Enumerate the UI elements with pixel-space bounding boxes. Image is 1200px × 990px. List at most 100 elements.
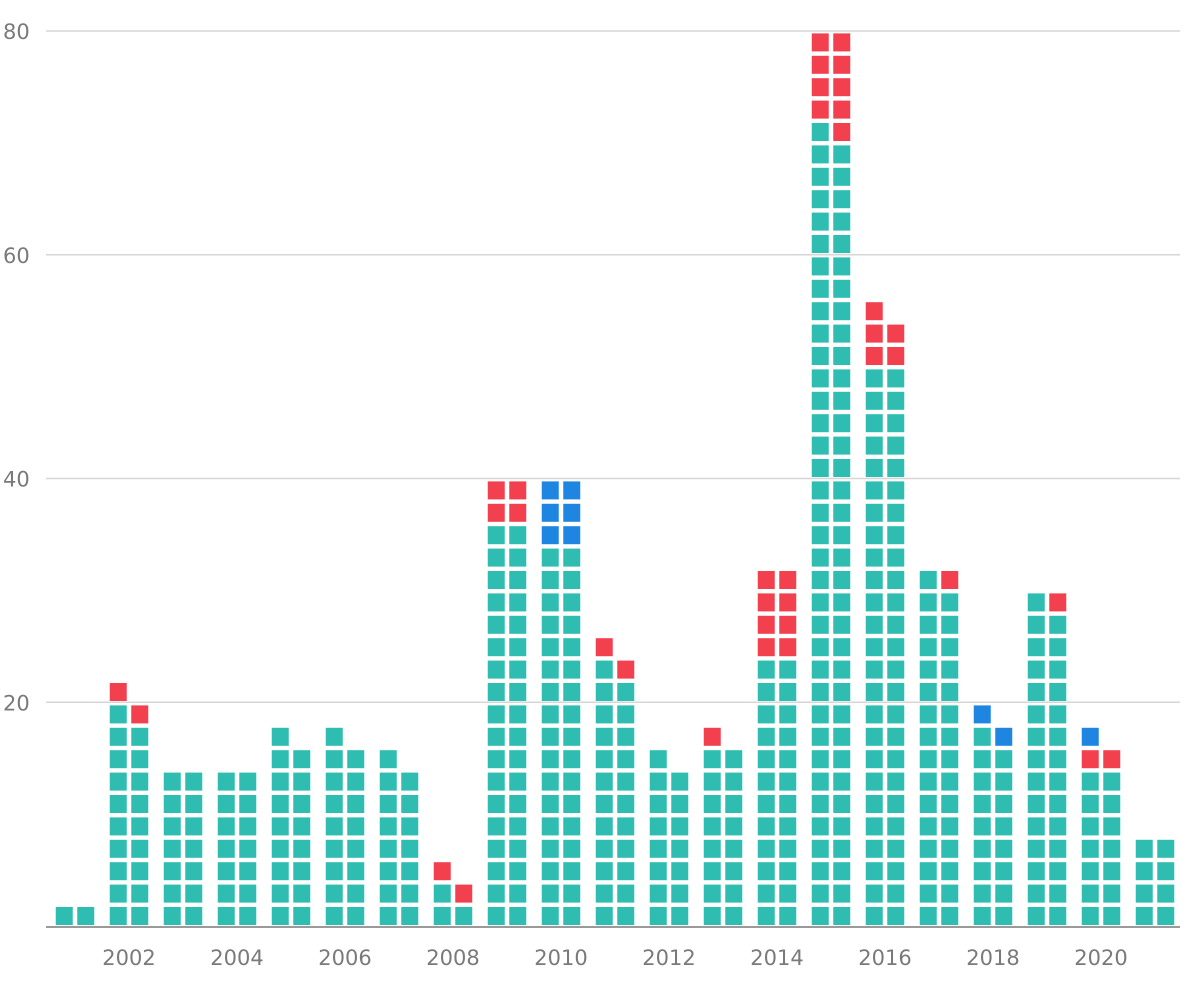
cell-teal [541,593,559,612]
cell-teal [1135,907,1153,925]
cell-teal [1049,750,1067,769]
cell-teal [1157,907,1175,925]
cell-teal [487,817,505,836]
cell-teal [131,907,149,925]
cell-teal [563,795,581,813]
cell-teal [563,862,581,881]
cell-teal [887,459,905,477]
cell-teal [1081,772,1099,791]
cell-teal [109,772,127,791]
cell-red [811,33,829,52]
cell-teal [941,705,959,724]
cell-teal [163,839,181,858]
cell-red [109,683,127,701]
cell-teal [811,324,829,343]
cell-teal [649,884,667,903]
y-tick-label: 40 [3,468,30,492]
cell-teal [887,638,905,657]
cell-teal [401,817,419,836]
cell-teal [563,727,581,746]
cell-teal [379,862,397,881]
cell-teal [379,750,397,769]
cell-teal [1135,839,1153,858]
cell-teal [563,772,581,791]
cell-teal [833,683,851,701]
y-tick-label: 20 [3,691,30,715]
cell-teal [973,884,991,903]
cell-teal [617,862,635,881]
cell-teal [811,123,829,141]
cell-teal [1049,772,1067,791]
cell-teal [919,795,937,813]
bar-2015 [811,33,851,925]
cell-red [1103,750,1121,769]
y-axis-labels: 20 40 60 80 [3,20,30,715]
cell-teal [887,750,905,769]
cell-red [941,571,959,589]
bar-2001 [55,907,95,925]
cell-teal [779,817,797,836]
cell-teal [541,750,559,769]
cell-teal [757,839,775,858]
cell-teal [1049,638,1067,657]
cell-teal [649,772,667,791]
bar-2019 [1027,593,1067,925]
cell-teal [1027,615,1045,634]
cell-teal [865,593,883,612]
cell-teal [509,638,527,657]
cell-teal [887,369,905,388]
cell-teal [563,884,581,903]
cell-teal [757,884,775,903]
cell-teal [487,862,505,881]
cell-teal [617,884,635,903]
cells-layer [55,33,1175,925]
cell-teal [109,750,127,769]
cell-teal [617,907,635,925]
cell-teal [649,795,667,813]
cell-teal [919,862,937,881]
cell-teal [833,907,851,925]
cell-teal [595,795,613,813]
bar-2006 [325,727,365,925]
y-tick-label: 60 [3,244,30,268]
bar-2005 [271,727,311,925]
cell-teal [325,862,343,881]
cell-teal [163,772,181,791]
cell-teal [703,750,721,769]
cell-teal [217,862,235,881]
cell-teal [757,727,775,746]
cell-teal [833,235,851,253]
cell-teal [811,414,829,433]
cell-red [833,55,851,74]
cell-teal [865,660,883,679]
cell-teal [941,817,959,836]
cell-teal [109,839,127,858]
cell-teal [185,907,203,925]
cell-teal [811,436,829,455]
cell-red [865,302,883,321]
cell-teal [941,907,959,925]
cell-teal [811,212,829,231]
cell-teal [509,683,527,701]
cell-teal [325,839,343,858]
cell-teal [833,705,851,724]
cell-teal [595,727,613,746]
cell-teal [379,884,397,903]
cell-teal [833,279,851,298]
cell-teal [941,750,959,769]
cell-teal [779,839,797,858]
bar-2017 [919,571,959,925]
cell-teal [779,750,797,769]
cell-teal [725,862,743,881]
cell-teal [595,862,613,881]
grid-layer [46,30,1180,928]
cell-teal [1027,750,1045,769]
cell-teal [1081,839,1099,858]
cell-teal [833,839,851,858]
cell-teal [995,907,1013,925]
cell-teal [325,750,343,769]
cell-teal [649,862,667,881]
cell-teal [487,615,505,634]
cell-teal [347,817,365,836]
cell-teal [811,615,829,634]
